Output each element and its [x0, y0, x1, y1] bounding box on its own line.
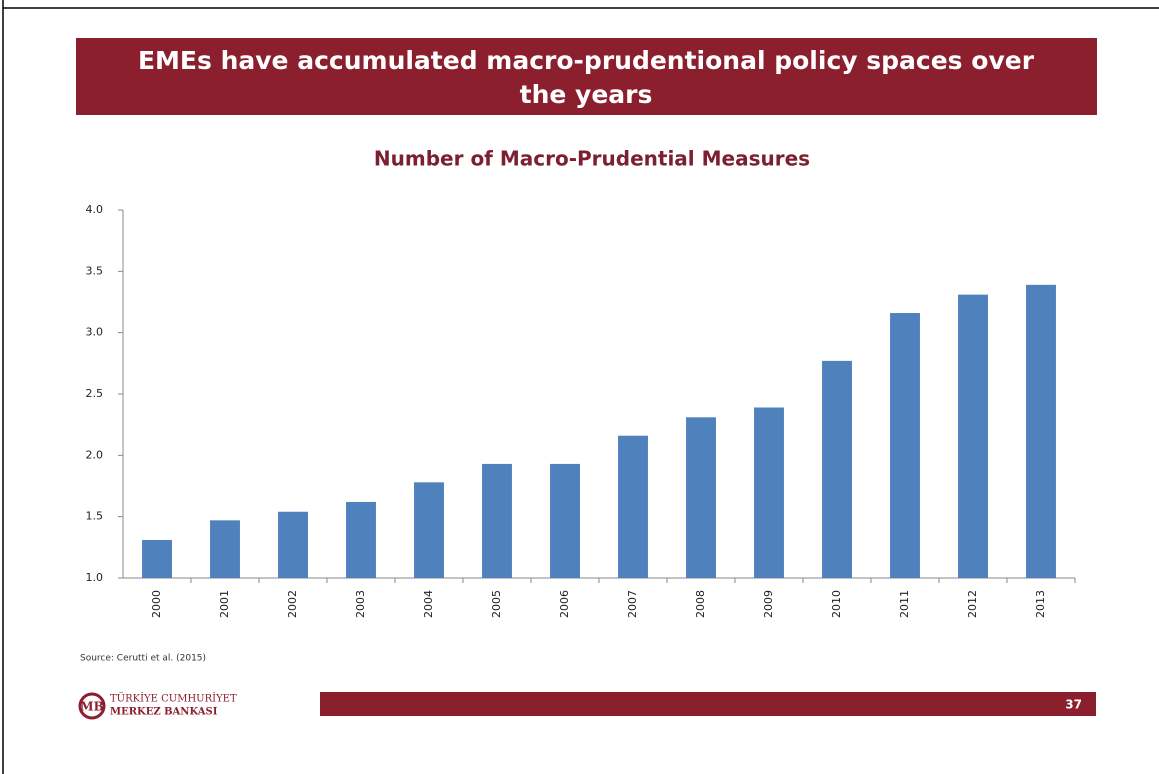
y-tick-label: 3.0: [86, 326, 104, 339]
y-tick-label: 2.5: [86, 387, 104, 400]
y-tick-label: 2.0: [86, 448, 104, 461]
bar: [346, 501, 376, 578]
logo-mark: [78, 692, 106, 720]
bar: [550, 463, 580, 578]
source: Source: Cerutti et al. (2015): [80, 654, 206, 664]
bar: [482, 463, 512, 578]
y-tick-label: 3.5: [86, 264, 104, 277]
slide-title: the years: [520, 80, 653, 109]
page-number: 37: [1065, 698, 1082, 712]
y-tick-label: 1.5: [86, 510, 104, 523]
bar: [890, 313, 920, 578]
bar: [278, 511, 308, 578]
x-tick-label: 2010: [830, 590, 843, 618]
bar: [686, 417, 716, 578]
x-tick-label: 2013: [1034, 590, 1047, 618]
slide-title: EMEs have accumulated macro-prudentional…: [138, 46, 1035, 75]
x-tick-label: 2002: [286, 590, 299, 618]
y-tick-label: 1.0: [86, 571, 104, 584]
logo: MB: [78, 692, 106, 720]
logo-text: MERKEZ BANKASI: [110, 707, 218, 718]
logo-letters: MB: [80, 700, 103, 714]
x-tick-label: 2008: [694, 590, 707, 618]
x-tick-label: 2011: [898, 590, 911, 618]
bar: [414, 482, 444, 578]
chart-title: Number of Macro-Prudential Measures: [374, 147, 810, 171]
bar: [958, 294, 988, 578]
footer-bar: [320, 692, 1096, 716]
bar: [754, 407, 784, 578]
x-tick-label: 2009: [762, 590, 775, 618]
x-tick-label: 2006: [558, 590, 571, 618]
x-tick-label: 2000: [150, 590, 163, 618]
title-banner: [76, 38, 1097, 115]
x-tick-label: 2012: [966, 590, 979, 618]
logo-text: TÜRKİYE CUMHURİYET: [110, 693, 237, 705]
bar: [142, 539, 172, 578]
x-tick-label: 2004: [422, 590, 435, 618]
bar: [618, 435, 648, 578]
bar: [210, 520, 240, 578]
x-tick-label: 2005: [490, 590, 503, 618]
x-tick-label: 2007: [626, 590, 639, 618]
x-tick-label: 2003: [354, 590, 367, 618]
bar: [822, 360, 852, 578]
bar: [1026, 284, 1056, 578]
x-tick-label: 2001: [218, 590, 231, 618]
y-tick-label: 4.0: [86, 203, 104, 216]
